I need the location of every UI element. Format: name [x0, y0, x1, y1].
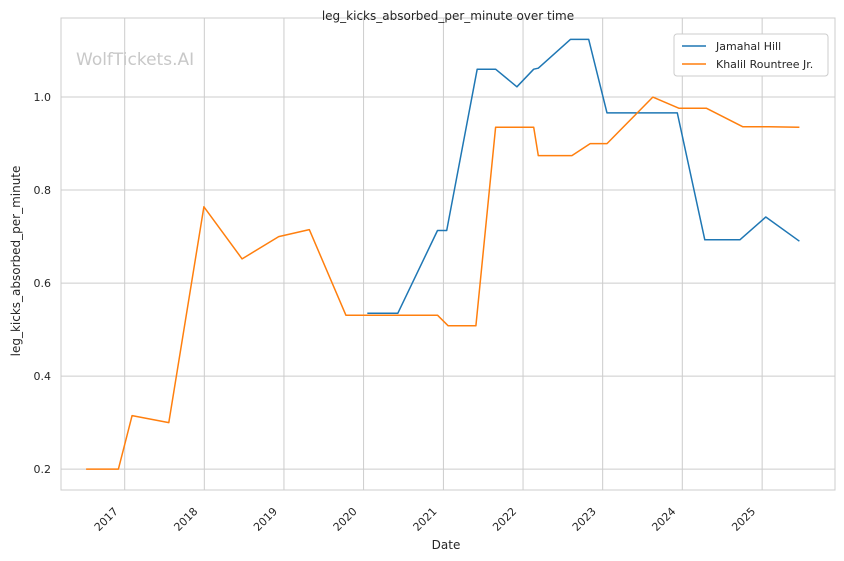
watermark: WolfTickets.AI — [76, 50, 194, 70]
x-tick-label: 2022 — [490, 505, 519, 534]
x-tick-label: 2018 — [171, 505, 200, 534]
y-tick-label: 1.0 — [34, 91, 52, 104]
x-tick-label: 2025 — [729, 505, 758, 534]
x-tick-label: 2021 — [411, 505, 440, 534]
y-tick-label: 0.2 — [34, 463, 52, 476]
series-line-jamahal-hill — [367, 38, 800, 315]
y-tick-label: 0.4 — [34, 370, 52, 383]
legend-label-jamahal-hill: Jamahal Hill — [715, 40, 781, 53]
y-axis-label: leg_kicks_absorbed_per_minute — [9, 166, 23, 357]
y-tick-labels: 0.2 0.4 0.6 0.8 1.0 — [34, 91, 52, 476]
x-tick-label: 2019 — [251, 505, 280, 534]
series-line-khalil-rountree-jr — [86, 96, 800, 470]
x-tick-label: 2023 — [570, 505, 599, 534]
x-tick-labels: 2017 2018 2019 2020 2021 2022 2023 2024 2025 — [92, 505, 758, 534]
legend: Jamahal Hill Khalil Rountree Jr. — [673, 33, 829, 77]
x-tick-label: 2024 — [649, 505, 678, 534]
y-tick-label: 0.8 — [34, 184, 52, 197]
x-tick-label: 2017 — [92, 505, 121, 534]
y-gridlines — [61, 96, 835, 470]
chart-title: leg_kicks_absorbed_per_minute over time — [322, 9, 574, 23]
x-axis-label: Date — [432, 538, 461, 552]
y-tick-label: 0.6 — [34, 277, 52, 290]
x-tick-label: 2020 — [331, 505, 360, 534]
legend-label-khalil-rountree: Khalil Rountree Jr. — [716, 58, 813, 71]
plot-area-background — [61, 18, 835, 490]
series-layer — [86, 38, 800, 470]
plot-area-border — [60, 17, 836, 491]
legend-box — [673, 33, 829, 77]
